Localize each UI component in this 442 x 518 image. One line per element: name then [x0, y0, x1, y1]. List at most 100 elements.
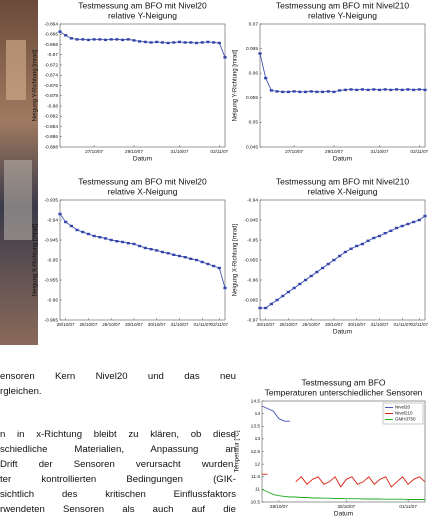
y-tick-label: -0.95	[247, 237, 258, 243]
data-point	[75, 228, 79, 232]
data-point	[115, 38, 119, 41]
x-tick-label: 29/10/07	[325, 149, 343, 154]
y-tick-label: 0.05	[249, 120, 259, 126]
data-point	[69, 224, 73, 228]
data-point	[417, 218, 421, 222]
data-point	[189, 257, 193, 260]
y-tick-label: 11.5	[251, 474, 260, 480]
data-point	[86, 38, 91, 42]
data-point	[366, 239, 370, 242]
x-tick-label: 29/10/07	[102, 322, 120, 327]
legend-box	[382, 402, 424, 425]
y-tick-label: 12.5	[251, 449, 261, 455]
data-point	[143, 246, 147, 250]
y-tick-label: -0.868	[44, 42, 58, 48]
x-tick-label: 30/10/07	[348, 322, 366, 327]
data-point	[183, 41, 187, 44]
x-tick-label: 27/10/07	[85, 149, 103, 154]
text-line: ensoren Kern Nivel20 und das neu	[0, 371, 236, 382]
x-axis-label: Datum	[333, 156, 352, 163]
data-point	[143, 40, 147, 44]
text-line: ter kontrollierten Bedingungen (GIK-	[0, 474, 236, 485]
y-tick-label: 11	[255, 487, 260, 493]
y-tick-label: -0.882	[44, 114, 58, 120]
data-point	[326, 262, 330, 266]
data-point	[343, 250, 347, 254]
y-tick-label: -0.97	[247, 317, 258, 323]
series-line	[262, 473, 426, 488]
data-point	[200, 260, 204, 264]
x-tick-label: 01/11/07	[193, 322, 211, 327]
data-point	[86, 232, 91, 236]
x-tick-label: 31/10/07	[171, 322, 189, 327]
x-tick-label: 02/11/07	[411, 322, 429, 327]
data-point	[269, 302, 273, 306]
legend-label: Nivel20	[395, 405, 411, 410]
data-point	[360, 88, 365, 91]
data-point	[212, 264, 216, 268]
x-tick-label: 28/10/07	[257, 322, 275, 327]
data-point	[389, 229, 393, 232]
data-point	[326, 90, 330, 93]
data-point	[360, 242, 365, 246]
x-tick-label: 30/10/07	[337, 504, 355, 509]
y-tick-label: -0.955	[44, 277, 58, 283]
y-tick-label: -0.884	[44, 124, 58, 130]
y-tick-label: -0.955	[244, 257, 258, 263]
data-point	[315, 90, 319, 94]
y-tick-label: 13.5	[251, 424, 261, 430]
text-line: n in x-Richtung bleibt zu klären, ob die…	[0, 429, 236, 440]
y-tick-label: -0.95	[47, 257, 58, 263]
data-point	[177, 40, 182, 44]
y-tick-label: -0.94	[247, 197, 258, 203]
data-point	[138, 244, 142, 248]
data-point	[400, 224, 404, 228]
data-point	[320, 90, 325, 94]
y-tick-label: -0.88	[47, 103, 58, 109]
x-tick-label: 29/10/07	[125, 149, 143, 154]
x-axis-label: Datum	[334, 511, 353, 518]
chart-title: Testmessung am BFO mit Nivel20	[78, 176, 207, 186]
x-tick-label: 29/10/07	[302, 322, 320, 327]
chart-title: Testmessung am BFO mit Nivel210	[276, 0, 409, 10]
data-point	[309, 274, 313, 278]
data-point	[406, 88, 410, 91]
y-tick-label: -0.965	[44, 317, 58, 323]
y-tick-label: -0.864	[44, 21, 58, 27]
data-point	[349, 247, 353, 250]
y-tick-label: 0.07	[249, 21, 259, 27]
data-point	[149, 248, 153, 251]
y-tick-label: -0.965	[244, 297, 258, 303]
x-tick-label: 02/11/07	[211, 149, 229, 154]
data-point	[315, 270, 319, 274]
y-tick-label: -0.945	[244, 217, 258, 223]
data-point	[412, 88, 416, 92]
data-point	[377, 234, 382, 238]
data-point	[223, 56, 227, 59]
y-tick-label: 0.06	[249, 70, 259, 76]
text-line: rgleichen.	[0, 386, 42, 397]
data-point	[417, 88, 421, 91]
photo-detail	[6, 40, 26, 100]
data-point	[275, 90, 279, 93]
data-point	[258, 306, 262, 310]
x-axis-label: Datum	[333, 329, 352, 336]
data-point	[349, 88, 353, 91]
x-axis-label: Datum	[133, 156, 152, 163]
data-point	[160, 250, 165, 254]
data-point	[372, 236, 376, 240]
x-tick-label: 31/10/07	[371, 322, 389, 327]
data-point	[338, 254, 342, 258]
data-point	[183, 256, 187, 259]
data-point	[109, 38, 113, 41]
chart-subtitle: relative X-Neigung	[108, 186, 178, 196]
y-tick-label: -0.876	[44, 83, 58, 89]
data-point	[98, 38, 102, 41]
x-tick-label: 02/11/07	[211, 322, 229, 327]
data-point	[166, 41, 170, 45]
y-axis-label: Neigung Y-Richtung [mrad]	[233, 49, 239, 121]
data-point	[132, 39, 136, 42]
data-point	[281, 90, 285, 94]
